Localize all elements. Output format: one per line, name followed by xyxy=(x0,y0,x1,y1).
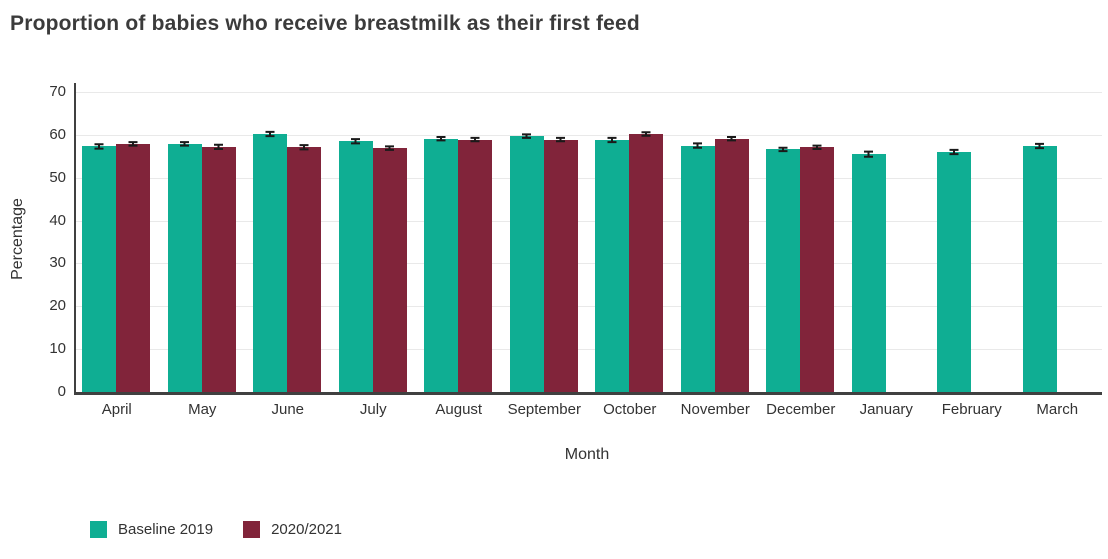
legend-label: Baseline 2019 xyxy=(118,521,214,538)
bar-october-2020-2021 xyxy=(629,134,663,392)
bar-november-baseline-2019 xyxy=(680,145,715,392)
x-tick-label-september: September xyxy=(507,401,581,418)
x-tick-label-march: March xyxy=(1036,401,1079,418)
y-tick-label-20: 20 xyxy=(49,297,66,315)
gridline-70 xyxy=(76,92,1102,93)
bar-june-2020-2021 xyxy=(287,147,321,392)
x-tick-label-december: December xyxy=(766,401,836,418)
x-tick-label-october: October xyxy=(603,401,657,418)
y-tick-label-40: 40 xyxy=(49,211,66,229)
x-tick-label-july: July xyxy=(359,401,387,418)
bar-november-2020-2021 xyxy=(714,138,749,392)
bar-april-2020-2021 xyxy=(116,143,150,392)
bar-may-baseline-2019 xyxy=(167,143,202,392)
bar-august-baseline-2019 xyxy=(424,138,458,392)
legend-swatch-icon xyxy=(243,521,261,538)
x-tick-label-august: August xyxy=(435,401,483,418)
x-tick-label-may: May xyxy=(188,401,217,418)
x-axis-title: Month xyxy=(564,446,610,463)
x-tick-label-april: April xyxy=(101,401,132,418)
legend-item-baseline-2019: Baseline 2019 xyxy=(90,521,213,538)
y-axis-title: Percentage xyxy=(9,198,26,280)
gridline-50 xyxy=(76,177,1102,179)
gridline-10 xyxy=(76,349,1102,351)
bar-april-baseline-2019 xyxy=(82,146,116,392)
legend-label: 2020/2021 xyxy=(271,521,342,538)
bar-february-baseline-2019 xyxy=(937,152,971,392)
y-tick-label-30: 30 xyxy=(49,254,66,272)
gridline-30 xyxy=(76,263,1102,265)
y-tick-label-50: 50 xyxy=(49,168,66,186)
gridline-40 xyxy=(76,220,1102,222)
x-tick-label-november: November xyxy=(680,401,750,418)
legend-swatch-icon xyxy=(90,521,107,538)
bar-june-baseline-2019 xyxy=(253,134,287,392)
x-tick-label-june: June xyxy=(271,401,305,418)
y-tick-label-60: 60 xyxy=(49,125,66,143)
y-tick-label-70: 70 xyxy=(49,83,66,100)
y-tick-label-10: 10 xyxy=(49,340,66,358)
gridline-60 xyxy=(76,134,1102,136)
legend: Baseline 2019 2020/2021 xyxy=(90,521,342,538)
legend-item-2020-2021: 2020/2021 xyxy=(243,521,342,538)
bar-december-2020-2021 xyxy=(800,147,834,392)
bar-august-2020-2021 xyxy=(458,139,492,392)
bar-july-baseline-2019 xyxy=(338,141,373,392)
bar-december-baseline-2019 xyxy=(766,149,800,392)
bar-january-baseline-2019 xyxy=(851,154,886,392)
bar-september-baseline-2019 xyxy=(509,136,544,392)
bar-september-2020-2021 xyxy=(543,139,578,392)
bar-october-baseline-2019 xyxy=(595,140,629,392)
bar-may-2020-2021 xyxy=(201,146,236,392)
bar-july-2020-2021 xyxy=(372,148,407,392)
bar-march-baseline-2019 xyxy=(1022,146,1057,392)
x-tick-label-february: February xyxy=(941,401,1002,418)
plot-area xyxy=(74,83,1102,395)
gridline-20 xyxy=(76,306,1102,308)
y-tick-label-0: 0 xyxy=(57,383,66,400)
x-tick-label-january: January xyxy=(859,401,913,418)
page-title: Proportion of babies who receive breastm… xyxy=(10,12,640,35)
